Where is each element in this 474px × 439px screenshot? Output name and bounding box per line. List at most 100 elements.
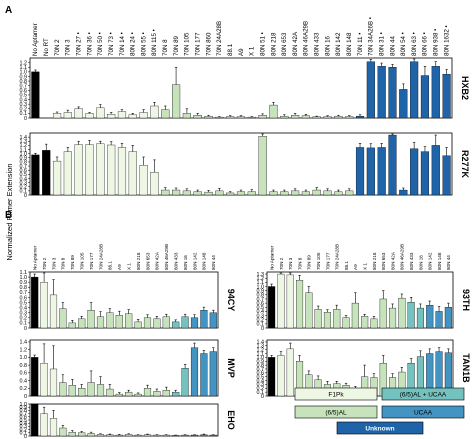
bar (286, 348, 294, 397)
y-tick-label: 1.4 (257, 340, 265, 346)
bar (301, 115, 310, 119)
bar (74, 144, 83, 196)
bar (162, 316, 170, 329)
category-label: No Aptamer (33, 245, 38, 270)
y-tick-label: 1.0 (20, 355, 28, 361)
bar (87, 382, 95, 397)
bar (190, 317, 199, 329)
category-label: 70N 89 (173, 35, 180, 56)
bar (204, 191, 213, 196)
plot-frame (266, 271, 454, 329)
y-tick-label: 0.4 (20, 97, 28, 103)
bar (134, 434, 142, 437)
bar (200, 353, 208, 397)
category-label: 80N 42A (292, 31, 299, 56)
category-label: 80N 42A (155, 251, 160, 270)
bar (31, 357, 39, 397)
y-tick-label: 1.0 (20, 70, 28, 76)
bar (355, 147, 365, 196)
plot-frame (29, 403, 219, 437)
bar (59, 382, 67, 397)
bar (143, 317, 152, 329)
category-label: 70N 3 (288, 257, 293, 270)
y-tick-label: 0.2 (257, 386, 265, 392)
charts-layer: 00.10.20.30.40.50.60.70.80.91.01.11.2HXB… (20, 17, 472, 439)
bar (134, 393, 142, 397)
legend-label: F1Pk (328, 392, 344, 399)
bar (161, 189, 170, 196)
series-label: 94CY (226, 289, 236, 312)
bar (150, 172, 159, 196)
category-label: 80N 44 (446, 255, 451, 270)
category-label: 70N 24A28B (98, 244, 103, 270)
y-tick-label: 0.1 (20, 111, 28, 117)
bar (181, 368, 189, 397)
category-label: 80N 218 (270, 32, 277, 56)
bar (190, 434, 199, 437)
bar (31, 154, 40, 196)
bar (172, 391, 180, 397)
bar (389, 307, 397, 329)
bar (96, 434, 105, 437)
bar (426, 305, 434, 329)
bar (351, 302, 359, 329)
y-tick-label: 1.2 (20, 347, 28, 353)
y-tick-label: 0.6 (257, 371, 265, 377)
y-tick-label: 1.3 (257, 344, 265, 350)
y-tick-label: 1.1 (257, 280, 265, 286)
bar (106, 434, 114, 437)
category-label: 70N 3 (65, 39, 72, 56)
y-tick-label: 0.3 (257, 382, 265, 388)
bar (435, 311, 443, 329)
y-tick-label: 1.2 (20, 60, 28, 66)
y-tick-label: 0.8 (20, 160, 28, 166)
y-tick-label: 0.1 (20, 321, 28, 327)
y-tick-label: 0.4 (257, 309, 265, 315)
bar (96, 384, 105, 397)
bar (323, 312, 331, 329)
bar (49, 418, 58, 437)
y-tick-label: 0.4 (20, 176, 28, 182)
bar (398, 297, 406, 329)
category-label: X 1 (127, 263, 132, 270)
category-label: 80N 218 (136, 252, 141, 270)
y-tick-label: 0.8 (20, 285, 28, 291)
legend-swatch (336, 421, 424, 435)
category-label: A9 (238, 48, 245, 56)
bar (442, 155, 451, 196)
category-label: 70N 2 (42, 257, 47, 270)
bar (117, 147, 127, 196)
bar (115, 315, 123, 329)
y-tick-label: 0.8 (20, 408, 28, 414)
bar (209, 434, 217, 437)
y-tick-label: 0.8 (20, 79, 28, 85)
bar (63, 151, 72, 196)
bar (162, 390, 170, 397)
bar (78, 318, 86, 329)
bar (314, 309, 322, 329)
bar (215, 190, 224, 196)
bar (40, 282, 48, 329)
bar (96, 143, 105, 196)
category-label: 80N 66 • (422, 32, 429, 56)
category-label: 70N 105 (316, 252, 321, 270)
y-tick-label: 0.5 (257, 305, 265, 311)
y-tick-label: 0.8 (257, 363, 265, 369)
legend-label: (6/5)AL + UCAA (400, 392, 447, 399)
category-label: 70N 14 • (119, 32, 126, 56)
category-label: 80N 46A29B (400, 244, 405, 270)
bar (115, 393, 123, 397)
category-label: 70N 105 (80, 252, 85, 270)
y-tick-label: 0.2 (20, 386, 28, 392)
y-tick-label: 0.9 (257, 288, 265, 294)
bar (420, 151, 430, 196)
bar (226, 116, 235, 119)
y-tick-label: 1.1 (20, 65, 28, 71)
bar (162, 434, 170, 437)
bar (377, 66, 386, 119)
y-tick-label: 1.0 (257, 355, 265, 361)
y-tick-label: 0.2 (20, 107, 28, 113)
bar (78, 388, 86, 397)
y-tick-label: 1.3 (257, 272, 265, 278)
legend-item-ucaa: UCAA (381, 405, 465, 419)
